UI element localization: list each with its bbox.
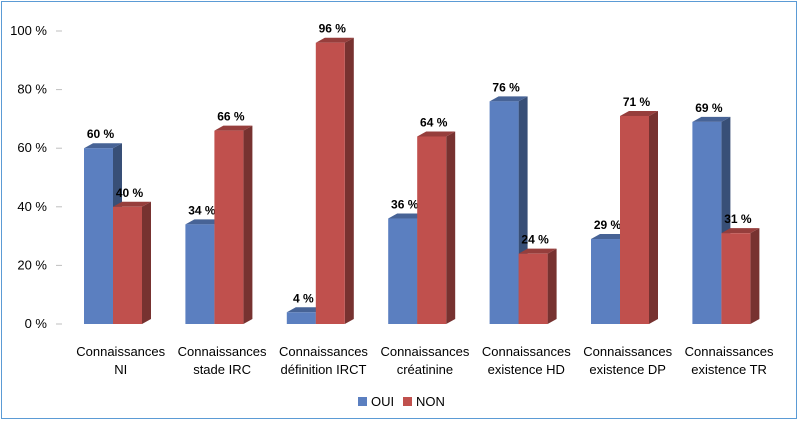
bar-non bbox=[518, 253, 548, 324]
bar-oui bbox=[388, 218, 418, 324]
bar-side-non bbox=[446, 131, 456, 324]
category-label: créatinine bbox=[397, 362, 453, 377]
category-label: Connaissances bbox=[76, 344, 165, 359]
category-label: Connaissances bbox=[583, 344, 672, 359]
category-label: stade IRC bbox=[193, 362, 251, 377]
data-label: 29 % bbox=[594, 218, 622, 232]
bar-top-non bbox=[113, 201, 151, 207]
bar-non bbox=[620, 115, 649, 324]
category-label: existence HD bbox=[488, 362, 565, 377]
bar-non bbox=[315, 42, 345, 324]
bar-top-oui bbox=[185, 219, 224, 225]
category-label: définition IRCT bbox=[281, 362, 367, 377]
bar-top-non bbox=[620, 110, 658, 116]
bar-oui bbox=[185, 224, 215, 324]
y-tick-label: 60 % bbox=[17, 140, 47, 155]
bar-top-oui bbox=[692, 116, 731, 122]
category-label: NI bbox=[114, 362, 127, 377]
bar-side-non bbox=[750, 228, 760, 324]
y-tick-label: 80 % bbox=[17, 82, 47, 97]
bar-side-non bbox=[142, 201, 151, 324]
legend-label-oui: OUI bbox=[371, 394, 394, 409]
category-label: existence TR bbox=[691, 362, 767, 377]
bar-top-oui bbox=[388, 213, 427, 219]
category-label: Connaissances bbox=[685, 344, 774, 359]
bar-side-non bbox=[547, 248, 557, 324]
bar-oui bbox=[84, 148, 113, 324]
bar-non bbox=[417, 136, 447, 324]
data-label: 40 % bbox=[116, 186, 144, 200]
bar-top-non bbox=[417, 131, 456, 137]
y-tick-label: 40 % bbox=[17, 199, 47, 214]
bar-top-non bbox=[518, 248, 557, 254]
bar-top-oui bbox=[489, 96, 528, 102]
data-label: 64 % bbox=[420, 115, 448, 129]
data-label: 76 % bbox=[492, 80, 520, 94]
bar-top-oui bbox=[84, 143, 122, 149]
bar-top-non bbox=[721, 228, 760, 234]
bar-side-non bbox=[649, 110, 658, 324]
y-tick-label: 20 % bbox=[17, 257, 47, 272]
y-tick-label: 100 % bbox=[10, 23, 47, 38]
bar-side-non bbox=[243, 125, 253, 325]
category-label: Connaissances bbox=[178, 344, 267, 359]
bar-side-non bbox=[344, 37, 354, 324]
bar-oui bbox=[489, 101, 519, 324]
category-label: Connaissances bbox=[279, 344, 368, 359]
data-label: 4 % bbox=[293, 291, 314, 305]
category-label: existence DP bbox=[589, 362, 666, 377]
bar-top-non bbox=[315, 37, 354, 43]
legend-label-non: NON bbox=[416, 394, 445, 409]
data-label: 31 % bbox=[724, 212, 752, 226]
bar-oui bbox=[692, 121, 722, 324]
bar-oui bbox=[286, 312, 316, 324]
data-label: 69 % bbox=[695, 101, 723, 115]
data-label: 34 % bbox=[188, 203, 216, 217]
bar-non bbox=[721, 233, 751, 324]
bar-top-oui bbox=[591, 234, 629, 240]
data-label: 36 % bbox=[391, 198, 419, 212]
bar-non bbox=[214, 130, 244, 324]
bar-oui bbox=[591, 239, 620, 324]
data-label: 24 % bbox=[521, 233, 549, 247]
data-label: 66 % bbox=[217, 110, 245, 124]
bar-top-oui bbox=[286, 307, 325, 313]
bar-non bbox=[113, 206, 142, 324]
category-label: Connaissances bbox=[380, 344, 469, 359]
data-label: 96 % bbox=[319, 22, 347, 36]
y-tick-label: 0 % bbox=[25, 316, 48, 331]
legend-swatch-non bbox=[403, 397, 412, 406]
bar-top-non bbox=[214, 125, 253, 131]
legend-swatch-oui bbox=[358, 397, 367, 406]
data-label: 60 % bbox=[87, 127, 115, 141]
data-label: 71 % bbox=[623, 95, 651, 109]
category-label: Connaissances bbox=[482, 344, 571, 359]
